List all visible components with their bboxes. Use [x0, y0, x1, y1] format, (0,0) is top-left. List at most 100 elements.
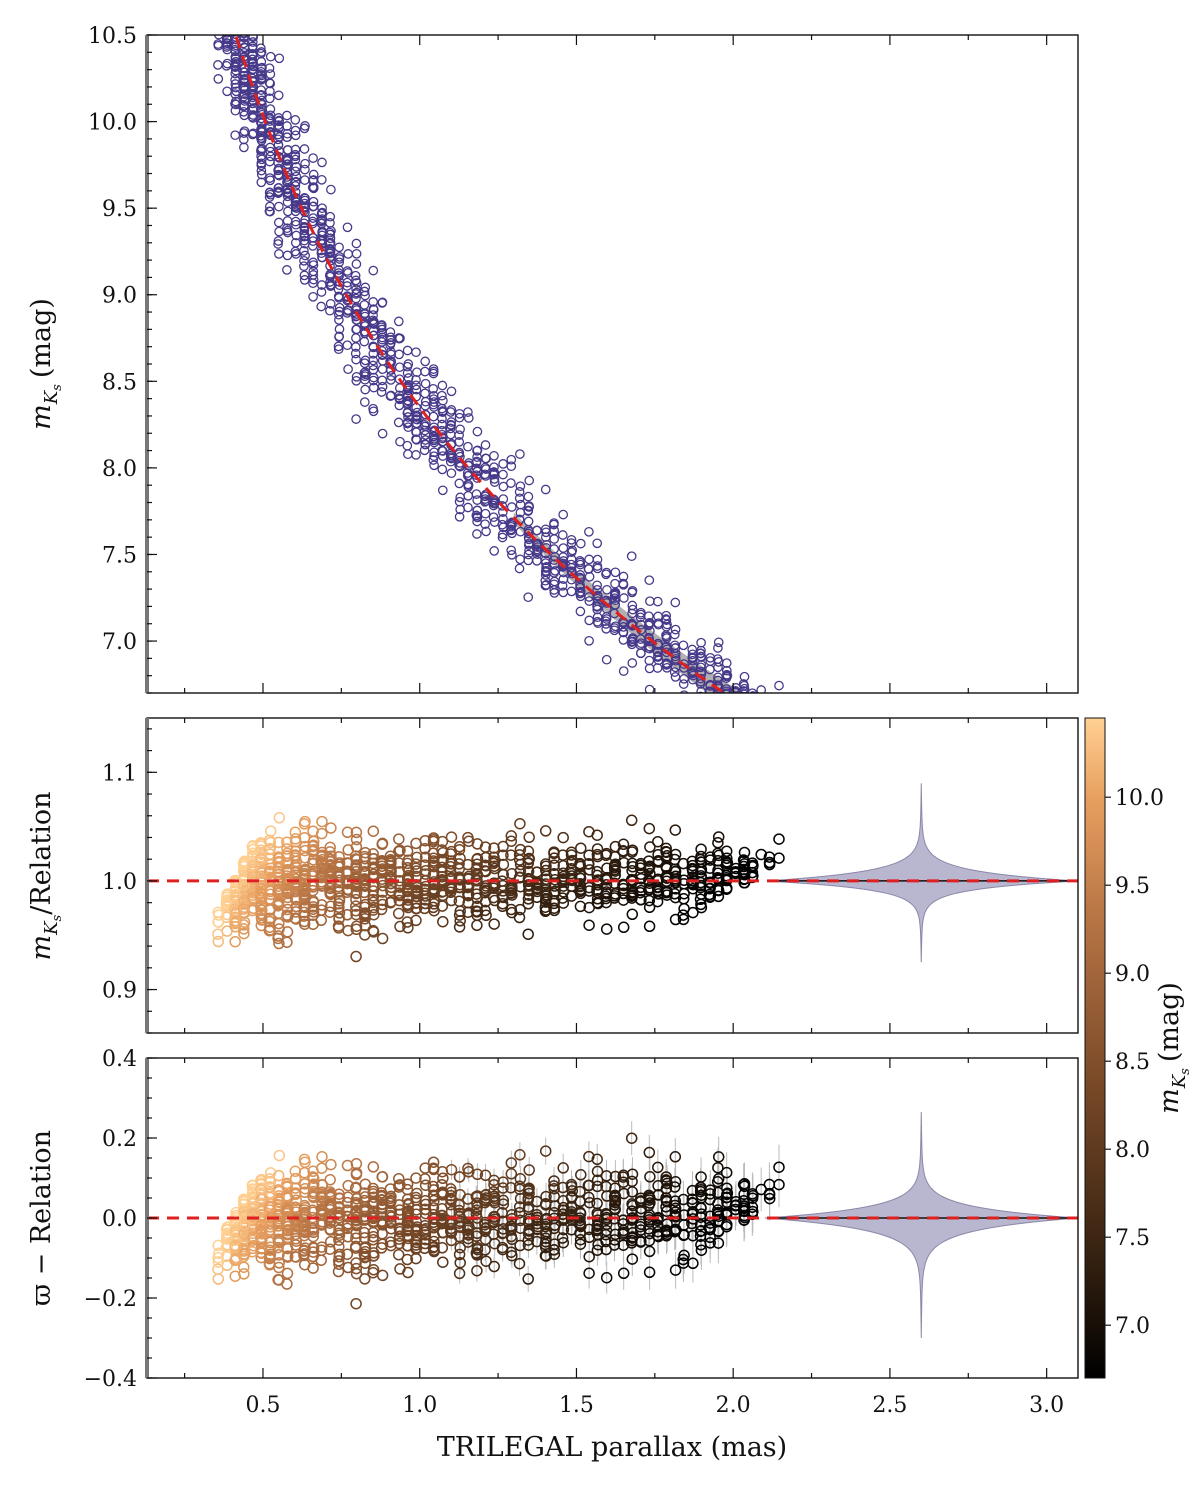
magnitude-point — [463, 407, 473, 417]
magnitude-point — [722, 669, 732, 680]
ratio-point — [281, 936, 293, 948]
residual-point — [332, 1265, 345, 1278]
magnitude-point — [360, 290, 370, 301]
magnitude-point — [584, 526, 594, 537]
magnitude-point — [661, 615, 672, 625]
residual-point — [307, 1172, 320, 1185]
residual-point — [712, 1186, 724, 1199]
magnitude-point — [506, 524, 516, 535]
ratio-point — [445, 894, 458, 907]
magnitude-point — [273, 183, 284, 193]
residual-point — [462, 1162, 474, 1175]
residual-point — [712, 1215, 725, 1228]
magnitude-point — [721, 665, 732, 676]
ratio-point — [437, 885, 449, 898]
ratio-point — [350, 861, 363, 873]
magnitude-point — [334, 257, 345, 268]
magnitude-panel: 10.5 10.0 9.5 9.0 8.5 8.0 7.5 7.0 mKs(mag) — [26, 24, 1079, 710]
magnitude-point — [713, 637, 724, 648]
residual-point — [453, 1207, 466, 1220]
magnitude-point — [317, 157, 327, 168]
magnitude-point — [257, 133, 267, 144]
magnitude-point — [445, 423, 456, 434]
magnitude-point — [386, 371, 397, 381]
residual-point — [307, 1165, 319, 1178]
ratio-point — [540, 873, 552, 885]
residual-violin — [764, 1112, 1078, 1338]
ratio-point — [392, 907, 405, 920]
residual-point — [635, 1236, 647, 1248]
ratio-panel: 1.1 1.0 0.9 mKs/Relation — [26, 717, 1079, 1034]
magnitude-point — [343, 249, 354, 259]
residual-point — [290, 1194, 303, 1206]
magnitude-point — [290, 237, 301, 248]
magnitude-point — [740, 700, 748, 708]
magnitude-point — [256, 154, 267, 165]
ratio-point — [290, 913, 302, 925]
magnitude-point — [627, 600, 638, 611]
residual-point — [523, 1164, 535, 1176]
magnitude-point — [678, 640, 689, 651]
y-tick-label: 1.1 — [102, 761, 137, 786]
magnitude-point — [437, 429, 447, 440]
residual-point — [401, 1253, 414, 1266]
residual-point — [282, 1220, 294, 1233]
ratio-point — [324, 886, 336, 899]
magnitude-point — [488, 469, 499, 480]
residual-point — [281, 1228, 294, 1241]
magnitude-point — [532, 549, 543, 560]
residual-point — [247, 1184, 259, 1196]
ratio-point — [272, 930, 285, 942]
magnitude-point — [627, 585, 638, 596]
residual-point — [273, 1149, 286, 1162]
magnitude-point — [437, 419, 447, 430]
ratio-point — [479, 884, 491, 897]
magnitude-point — [618, 666, 629, 676]
magnitude-point — [273, 129, 283, 140]
magnitude-point — [506, 545, 517, 556]
magnitude-point — [238, 101, 249, 112]
magnitude-point — [689, 702, 697, 710]
magnitude-point — [437, 413, 447, 424]
relation-line — [234, 35, 727, 693]
residual-point — [642, 1223, 655, 1235]
residual-point — [591, 1223, 603, 1235]
magnitude-point — [419, 425, 430, 436]
magnitude-point — [351, 375, 362, 386]
residual-point — [350, 1204, 363, 1217]
ratio-point — [626, 908, 639, 921]
ratio-point — [523, 852, 535, 865]
magnitude-point — [627, 636, 638, 647]
residual-point — [583, 1267, 595, 1279]
magnitude-point — [333, 309, 344, 320]
ratio-point — [687, 882, 699, 895]
residual-point — [307, 1191, 320, 1204]
magnitude-point — [376, 387, 387, 397]
residual-point — [290, 1220, 303, 1233]
magnitude-point — [290, 216, 301, 227]
residual-point — [617, 1214, 629, 1227]
ratio-point — [333, 892, 346, 904]
magnitude-point — [566, 538, 577, 548]
magnitude-point — [308, 175, 319, 185]
residual-point — [315, 1190, 328, 1203]
ratio-point — [290, 906, 302, 918]
magnitude-point — [333, 284, 344, 295]
residual-point — [746, 1201, 759, 1213]
magnitude-point — [343, 306, 353, 316]
residual-point — [324, 1198, 336, 1211]
ratio-point — [410, 914, 422, 927]
ratio-point — [591, 865, 603, 878]
magnitude-point — [540, 570, 551, 580]
residual-point — [488, 1260, 500, 1273]
magnitude-point — [740, 695, 748, 703]
residual-point — [556, 1232, 569, 1244]
ratio-point — [437, 846, 449, 859]
residual-point — [256, 1226, 268, 1238]
ratio-point — [307, 839, 320, 851]
magnitude-point — [695, 679, 706, 689]
ratio-point — [566, 854, 579, 867]
ratio-point — [332, 920, 345, 932]
magnitude-point — [342, 266, 353, 276]
residual-point — [427, 1163, 440, 1176]
